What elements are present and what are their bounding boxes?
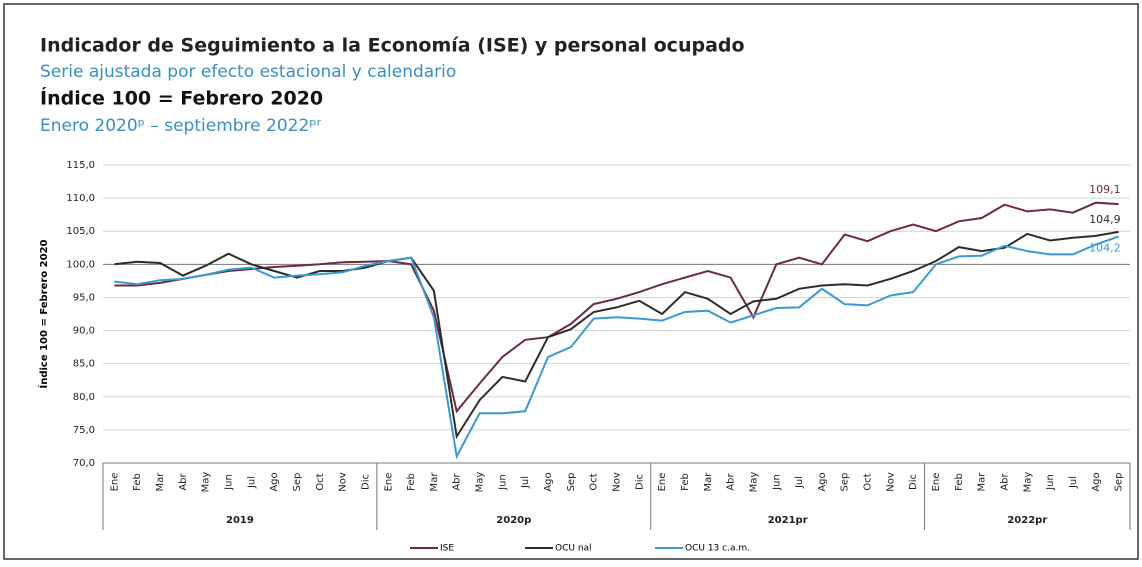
x-tick-label: Dic bbox=[360, 474, 371, 490]
y-tick-label: 75,0 bbox=[73, 425, 95, 436]
x-tick-label: Sep bbox=[1114, 473, 1125, 492]
legend-label: OCU nal bbox=[555, 544, 592, 554]
period: Enero 2020ᵖ – septiembre 2022ᵖʳ bbox=[40, 116, 322, 136]
x-tick-label: Oct bbox=[863, 473, 874, 490]
frame bbox=[3, 3, 1139, 560]
x-tick-label: Jun bbox=[224, 474, 235, 491]
x-tick-label: Jul bbox=[246, 476, 257, 489]
x-tick-label: Feb bbox=[406, 473, 417, 491]
x-tick-label: May bbox=[1022, 472, 1033, 493]
x-tick-label: Ene bbox=[657, 473, 668, 492]
x-tick-label: Ago bbox=[269, 472, 280, 491]
subtitle: Serie ajustada por efecto estacional y c… bbox=[40, 62, 456, 82]
y-tick-label: 70,0 bbox=[73, 458, 95, 469]
x-tick-label: May bbox=[748, 472, 759, 493]
x-tick-label: Dic bbox=[634, 474, 645, 490]
x-tick-label: Sep bbox=[566, 473, 577, 492]
x-tick-label: Jun bbox=[771, 474, 782, 491]
y-tick-label: 95,0 bbox=[73, 292, 95, 303]
x-tick-label: Abr bbox=[726, 472, 737, 490]
x-tick-label: Abr bbox=[999, 472, 1010, 490]
x-tick-label: Ene bbox=[109, 473, 120, 492]
y-tick-label: 80,0 bbox=[73, 392, 95, 403]
x-tick-label: Jun bbox=[497, 474, 508, 491]
x-tick-label: Ago bbox=[543, 472, 554, 491]
x-tick-label: Jul bbox=[520, 476, 531, 489]
legend-label: OCU 13 c.a.m. bbox=[685, 544, 750, 554]
x-tick-label: Nov bbox=[338, 472, 349, 492]
series-line bbox=[114, 235, 1119, 460]
x-tick-label: Jun bbox=[1045, 474, 1056, 491]
y-tick-label: 85,0 bbox=[73, 359, 95, 370]
x-tick-label: Dic bbox=[908, 474, 919, 490]
x-tick-label: Jul bbox=[794, 476, 805, 489]
x-tick-label: Mar bbox=[429, 472, 440, 492]
group-label: 2022pr bbox=[1007, 515, 1047, 526]
x-tick-label: Ene bbox=[383, 473, 394, 492]
series-line bbox=[114, 230, 1119, 440]
y-tick-label: 110,0 bbox=[66, 193, 95, 204]
end-label: 104,2 bbox=[1089, 242, 1121, 255]
group-label: 2020p bbox=[496, 515, 531, 526]
x-tick-label: Abr bbox=[452, 472, 463, 490]
x-tick-label: Nov bbox=[612, 472, 623, 492]
x-tick-label: Feb bbox=[954, 473, 965, 491]
x-tick-label: Ago bbox=[1091, 472, 1102, 491]
x-tick-label: Ago bbox=[817, 472, 828, 491]
x-tick-label: Oct bbox=[589, 473, 600, 490]
x-tick-label: May bbox=[201, 472, 212, 493]
y-tick-label: 115,0 bbox=[66, 160, 95, 171]
x-tick-label: Nov bbox=[885, 472, 896, 492]
x-tick-label: Feb bbox=[680, 473, 691, 491]
x-tick-label: Mar bbox=[703, 472, 714, 492]
y-tick-label: 100,0 bbox=[66, 259, 95, 270]
x-tick-label: Mar bbox=[155, 472, 166, 492]
legend-label: ISE bbox=[440, 544, 454, 554]
x-tick-label: Mar bbox=[977, 472, 988, 492]
x-tick-label: Abr bbox=[178, 472, 189, 490]
base-label: Índice 100 = Febrero 2020 bbox=[40, 87, 323, 110]
chart-title: Indicador de Seguimiento a la Economía (… bbox=[40, 35, 745, 57]
end-label: 109,1 bbox=[1089, 183, 1121, 196]
group-label: 2021pr bbox=[768, 515, 808, 526]
group-label: 2019 bbox=[226, 515, 254, 526]
y-axis-label: Índice 100 = Febrero 2020 bbox=[37, 239, 50, 388]
x-tick-label: Feb bbox=[132, 473, 143, 491]
y-tick-label: 90,0 bbox=[73, 326, 95, 337]
x-tick-label: Jul bbox=[1068, 476, 1079, 489]
x-tick-label: Sep bbox=[840, 473, 851, 492]
x-tick-label: May bbox=[475, 472, 486, 493]
series-line bbox=[114, 201, 1119, 414]
x-tick-label: Oct bbox=[315, 473, 326, 490]
x-tick-label: Sep bbox=[292, 473, 303, 492]
end-label: 104,9 bbox=[1089, 213, 1121, 226]
x-tick-label: Ene bbox=[931, 473, 942, 492]
y-tick-label: 105,0 bbox=[66, 226, 95, 237]
